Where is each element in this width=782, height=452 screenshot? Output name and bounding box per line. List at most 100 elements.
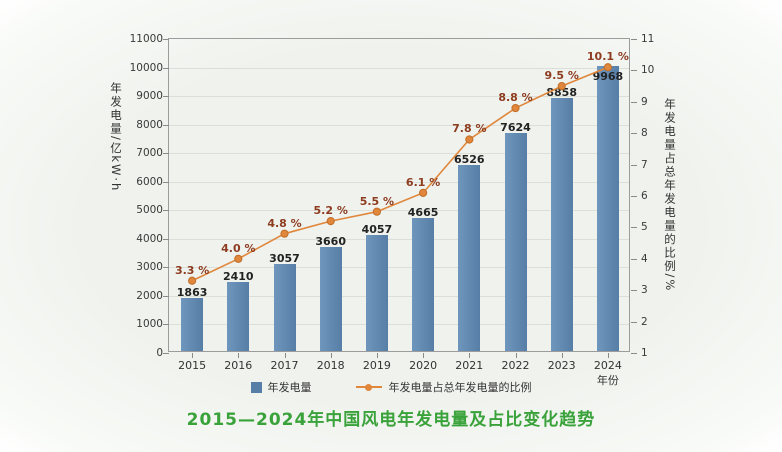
left-axis-tick-label: 10000	[129, 61, 163, 74]
left-axis-tick	[163, 353, 169, 354]
left-axis-tick	[163, 96, 169, 98]
left-axis-tick-label: 0	[156, 347, 163, 359]
legend-item-line: 年发电量占总年发电量的比例	[355, 379, 532, 395]
x-tick-label: 2018	[316, 359, 345, 372]
right-axis-tick-label: 2	[641, 315, 648, 328]
line-marker	[188, 276, 197, 285]
right-axis-tick	[631, 101, 637, 103]
line-marker	[326, 217, 335, 226]
line-series	[188, 63, 612, 285]
gridline	[169, 124, 629, 126]
legend: 年发电量 年发电量占总年发电量的比例	[0, 379, 782, 395]
bar-series-swatch	[250, 381, 262, 393]
line-marker	[234, 254, 243, 263]
legend-label-bars: 年发电量	[267, 381, 312, 394]
right-axis-tick-label: 11	[641, 33, 655, 45]
right-axis-tick	[631, 353, 637, 354]
line-marker-swatch	[364, 383, 372, 391]
left-axis-tick	[163, 181, 169, 183]
x-axis-tick	[192, 353, 194, 358]
x-axis-tick	[284, 353, 286, 358]
bar-value-label: 7624	[500, 121, 531, 135]
percent-label: 5.5 %	[359, 194, 395, 208]
right-axis-tick	[631, 196, 637, 197]
left-axis-tick-label: 7000	[136, 147, 163, 160]
gridline	[169, 67, 629, 69]
percent-label: 4.8 %	[267, 216, 302, 230]
x-axis-tick	[238, 353, 240, 358]
percent-label: 4.0 %	[221, 241, 256, 255]
line-marker	[372, 207, 381, 216]
line-path	[191, 66, 609, 282]
right-axis-tick	[631, 227, 637, 229]
chart-title: 2015—2024年中国风电年发电量及占比变化趋势	[186, 410, 596, 430]
right-axis-tick	[631, 70, 637, 72]
bar	[550, 98, 573, 351]
left-axis-tick-label: 1000	[136, 318, 163, 331]
left-axis-tick-label: 4000	[136, 232, 163, 245]
line-marker	[557, 82, 566, 91]
right-axis-tick	[631, 290, 637, 292]
right-axis-tick-label: 5	[641, 221, 648, 234]
right-axis-tick	[631, 133, 637, 135]
right-axis-tick	[631, 164, 637, 166]
bar	[227, 282, 250, 351]
x-tick-label: 2020	[409, 359, 438, 372]
left-axis-tick	[163, 210, 169, 212]
bar-value-label: 4665	[407, 205, 439, 219]
x-tick-label: 2022	[501, 359, 530, 372]
percent-label: 3.3 %	[174, 263, 210, 277]
bar-value-label: 2410	[222, 270, 254, 284]
right-axis-title: 年发电量占总年发电量的比例/%	[663, 97, 677, 293]
gridline	[169, 324, 629, 326]
right-axis-tick	[631, 39, 637, 40]
percent-label: 7.8 %	[452, 122, 487, 136]
gridline	[169, 238, 629, 240]
left-axis-tick-label: 3000	[136, 261, 163, 274]
x-axis-tick	[515, 353, 517, 358]
bar-value-label: 4057	[361, 223, 393, 237]
right-axis-tick	[631, 321, 637, 323]
left-axis-tick-label: 2000	[136, 289, 163, 302]
bar	[458, 164, 481, 351]
x-tick-label: 2015	[178, 359, 207, 372]
left-axis-tick	[163, 153, 169, 155]
right-axis-tick-label: 6	[641, 190, 648, 202]
line-marker	[465, 135, 474, 144]
x-axis-tick	[423, 353, 425, 358]
bar-value-label: 6526	[453, 152, 485, 166]
bar	[412, 217, 435, 351]
x-axis-tick	[607, 353, 609, 358]
bar	[596, 66, 619, 351]
x-tick-label: 2023	[547, 359, 576, 372]
percent-label: 6.1 %	[405, 175, 441, 189]
left-axis-title: 年发电量/亿kW·h	[109, 81, 123, 193]
x-axis-title: 年份	[596, 374, 619, 387]
x-tick-label: 2024	[593, 359, 622, 372]
right-axis-tick-label: 9	[641, 95, 648, 108]
right-axis-tick-label: 4	[641, 252, 648, 265]
gridline	[169, 267, 629, 269]
right-axis-tick-label: 8	[641, 127, 648, 140]
x-axis-tick	[561, 353, 563, 358]
left-axis-tick-label: 9000	[136, 90, 163, 103]
x-tick-label: 2021	[455, 359, 484, 372]
left-axis-tick-label: 5000	[136, 204, 163, 217]
right-axis-tick	[631, 258, 637, 260]
left-axis-tick	[163, 124, 169, 126]
x-axis-tick	[330, 353, 332, 358]
gridline	[169, 210, 629, 212]
bar-value-label: 1863	[176, 285, 208, 299]
x-tick-label: 2017	[270, 359, 299, 372]
bar	[181, 297, 204, 351]
left-axis-tick	[163, 67, 169, 69]
x-tick-label: 2019	[362, 359, 391, 372]
right-axis-tick-label: 1	[641, 347, 648, 359]
bar-value-label: 3660	[315, 234, 346, 248]
bar-value-label: 3057	[269, 251, 300, 265]
legend-item-bars: 年发电量	[250, 379, 312, 395]
left-axis-tick	[163, 39, 169, 40]
bar	[319, 246, 342, 351]
percent-label: 9.5 %	[544, 69, 579, 83]
gridline	[169, 153, 629, 155]
